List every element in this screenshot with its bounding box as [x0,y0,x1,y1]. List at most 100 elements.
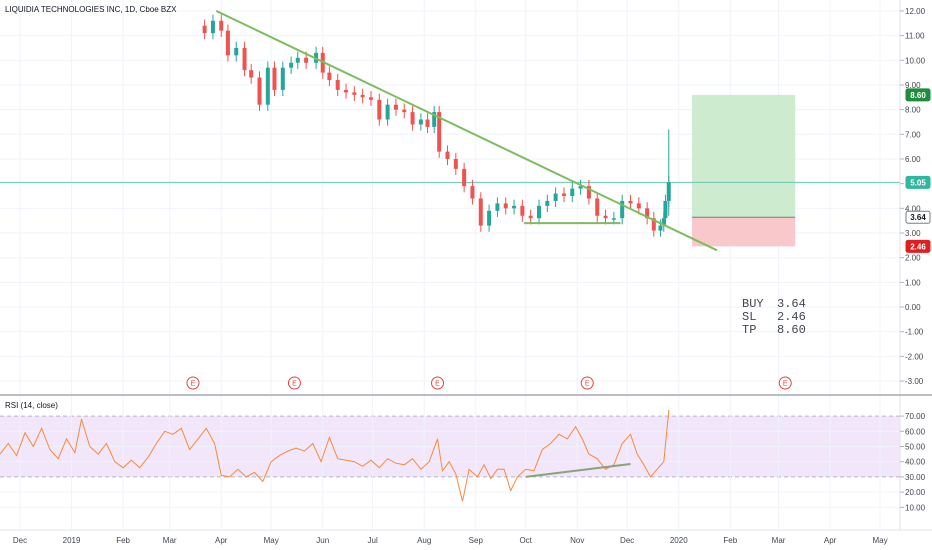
rsi-divergence-line [525,463,631,478]
candle-body [437,112,442,152]
candle-body [470,186,475,199]
candle-body [393,104,398,110]
candle-body [663,200,668,219]
candle-body [651,218,656,231]
price-badge-target [905,88,931,102]
buy-value: 3.64 [777,297,806,311]
price-tick-label: 0.00 [905,303,921,312]
price-tick-label: -2.00 [905,352,924,361]
rsi-gridlines [0,415,900,508]
rsi-tick-label: 20.00 [905,488,926,497]
candle-body [545,200,550,206]
candle-body [295,57,300,63]
rsi-tick-label: 50.00 [905,443,926,452]
candle-body [661,218,666,226]
candle-body [432,112,437,127]
price-tick-label: 2.00 [905,254,921,263]
price-badge-label-current: 5.05 [910,178,926,187]
price-tick-label: 12.00 [905,7,926,16]
price-badge-label-target: 8.60 [910,91,926,100]
candle-body [327,72,332,81]
candle-body [304,57,309,63]
candle-body [352,92,357,95]
rsi-panel: RSI (14, close) [0,396,900,530]
rsi-axis[interactable]: 70.00 60.00 50.00 40.00 30.00 20.00 10.00 [899,396,926,530]
earnings-marker-label: E [292,381,297,388]
price-tick-label: 9.00 [905,81,921,90]
time-tick-label: Apr [215,536,228,545]
candle-body [265,67,270,105]
candle-body [611,218,616,220]
time-tick-label: May [264,536,279,545]
price-tick-label: 1.00 [905,278,921,287]
chart-title: LIQUIDIA TECHNOLOGIES INC, 1D, Cboe BZX [5,5,177,14]
candle-body [385,104,390,120]
tp-label: TP [742,323,756,337]
price-axis[interactable]: 12.0011.0010.009.008.007.006.005.004.003… [899,0,926,394]
candle-body [280,67,285,90]
candle-body [257,77,262,105]
price-tick-label: 8.00 [905,106,921,115]
candle-body [202,25,207,34]
candle-body [335,80,340,90]
rsi-tick-label: 40.00 [905,458,926,467]
price-badges: 8.60 5.05 3.64 2.46 [905,88,931,253]
candle-body [418,119,423,125]
price-tick-label: -3.00 [905,377,924,386]
candle-body [570,188,575,196]
time-tick-label: Feb [116,536,130,545]
price-tick-label: 10.00 [905,56,926,65]
candle-body [512,205,517,209]
candle-body [645,208,650,219]
rsi-line [0,409,670,502]
candle-body [425,119,430,127]
time-axis[interactable]: Dec 2019 Feb Mar Apr May Jun Jul Aug Sep Oct Nov Dec… [0,529,932,545]
time-tick-label: Dec [13,536,27,545]
trendline [215,10,718,252]
candle-body [272,67,277,90]
trade-summary: BUY 3.64 SL 2.46 TP 8.60 [742,297,806,337]
candle-body [453,158,458,169]
candle-body [495,203,500,211]
rsi-title: RSI (14, close) [5,401,58,410]
rsi-tick-label: 70.00 [905,412,926,421]
candle-body [210,20,215,34]
time-tick-label: Sep [469,536,484,545]
tp-value: 8.60 [777,323,806,337]
candle-body [553,193,558,201]
time-tick-label: 2019 [63,536,81,545]
candle-body [537,205,542,219]
time-tick-label: Apr [824,536,837,545]
candle-body [636,203,641,209]
earnings-marker [186,376,200,390]
price-tick-label: 11.00 [905,32,925,41]
time-tick-label: Feb [723,536,737,545]
candle-body [578,186,583,189]
earnings-marker [431,376,445,390]
candle-body [249,70,254,78]
earnings-marker-label: E [783,381,788,388]
candle-body [219,20,224,31]
target-zone [692,94,796,218]
candle-body [402,109,407,113]
candle-body [478,198,483,226]
candle-body [628,200,633,204]
time-tick-label: Oct [519,536,532,545]
price-badge-label-entry: 3.64 [910,213,926,222]
time-tick-label: Jun [316,536,329,545]
time-tick-label: Mar [772,536,786,545]
candle-body [487,210,492,226]
price-panel: E E E E E LIQUIDIA TECHNOLOGIES INC, 1D, Cbo… [0,0,900,394]
candle-body [503,203,508,209]
sl-value: 2.46 [777,310,806,324]
candle-body [360,94,365,98]
price-tick-label: 6.00 [905,155,921,164]
trendlines [215,10,718,252]
time-tick-label: Dec [620,536,634,545]
price-badge-label-stop: 2.46 [910,242,926,251]
candle-body [242,47,247,71]
candle-body [586,186,591,199]
earnings-marker [580,376,594,390]
candle-body [462,168,467,187]
